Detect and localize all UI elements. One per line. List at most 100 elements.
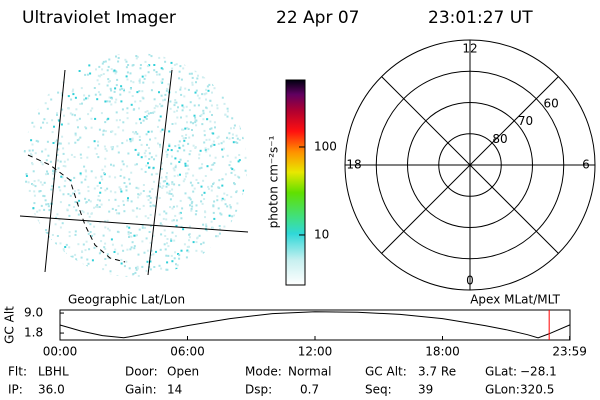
pixel: [160, 176, 163, 179]
pixel: [45, 203, 48, 206]
pixel: [163, 229, 166, 232]
pixel: [142, 81, 145, 84]
pixel: [201, 202, 204, 205]
pixel: [31, 254, 34, 257]
pixel: [153, 64, 156, 66]
pixel: [138, 78, 141, 81]
status-label: GLat:: [485, 365, 517, 379]
pixel: [233, 169, 236, 172]
pixel: [120, 244, 123, 247]
pixel: [51, 185, 54, 188]
pixel: [220, 250, 223, 253]
pixel: [134, 234, 137, 237]
pixel: [208, 77, 211, 80]
pixel: [132, 273, 135, 275]
pixel: [210, 189, 213, 192]
pixel: [213, 61, 216, 64]
pixel: [236, 141, 239, 144]
pixel: [118, 212, 121, 215]
pixel: [37, 219, 40, 222]
pixel: [157, 142, 159, 145]
pixel: [41, 163, 44, 166]
pixel: [186, 245, 189, 248]
pixel: [182, 228, 185, 231]
pixel: [192, 144, 195, 147]
x-tick-label: 12:00: [298, 345, 333, 359]
pixel: [181, 104, 184, 107]
pixel: [200, 243, 203, 246]
pixel: [52, 142, 55, 144]
pixel: [170, 61, 173, 64]
pixel: [203, 129, 206, 132]
y-axis-label: GC Alt: [3, 306, 17, 344]
pixel: [52, 177, 55, 180]
pixel: [224, 267, 226, 269]
pixel: [90, 170, 93, 173]
pixel: [77, 213, 80, 216]
pixel: [168, 145, 171, 148]
status-value: −28.1: [520, 365, 557, 379]
pixel: [163, 98, 166, 101]
pixel: [243, 255, 246, 258]
pixel: [138, 208, 141, 210]
pixel: [37, 77, 39, 80]
pixel: [183, 178, 186, 181]
pixel: [50, 239, 52, 241]
pixel: [164, 235, 167, 237]
pixel: [117, 151, 120, 154]
pixel: [194, 70, 197, 73]
pixel: [162, 99, 165, 102]
pixel: [106, 100, 109, 103]
pixel: [35, 222, 38, 225]
pixel: [202, 118, 205, 121]
pixel: [40, 204, 43, 207]
pixel: [98, 199, 101, 202]
pixel: [241, 105, 244, 107]
pixel: [74, 201, 77, 203]
pixel: [130, 103, 133, 106]
pixel: [243, 131, 246, 134]
pixel: [31, 104, 34, 107]
pixel: [101, 273, 104, 276]
pixel: [87, 190, 90, 193]
pixel: [30, 77, 33, 80]
pixel: [230, 250, 233, 253]
pixel: [220, 142, 223, 145]
pixel: [107, 257, 110, 260]
pixel: [109, 190, 112, 193]
pixel: [66, 256, 69, 259]
pixel: [235, 209, 238, 212]
pixel: [230, 171, 233, 174]
pixel: [245, 219, 247, 221]
pixel: [139, 64, 142, 66]
pixel: [173, 239, 176, 242]
pixel: [127, 64, 130, 66]
pixel: [53, 125, 55, 128]
pixel: [37, 77, 40, 80]
pixel: [142, 184, 145, 186]
pixel: [175, 57, 178, 60]
pixel: [236, 258, 239, 261]
pixel: [147, 199, 150, 201]
pixel: [79, 103, 82, 105]
pixel: [108, 175, 111, 178]
pixel: [86, 212, 89, 215]
pixel: [178, 77, 181, 80]
pixel: [94, 93, 97, 96]
pixel: [70, 153, 73, 156]
pixel: [76, 64, 79, 66]
pixel: [83, 165, 86, 168]
pixel: [122, 163, 125, 166]
pixel: [93, 187, 96, 190]
pixel: [137, 196, 140, 199]
pixel: [128, 267, 131, 270]
pixel: [93, 233, 96, 236]
pixel: [203, 76, 206, 79]
pixel: [209, 99, 212, 102]
pixel: [171, 188, 174, 191]
pixel: [182, 106, 185, 109]
pixel: [30, 154, 33, 157]
pixel: [195, 272, 198, 275]
pixel: [34, 243, 37, 245]
pixel: [212, 140, 215, 143]
